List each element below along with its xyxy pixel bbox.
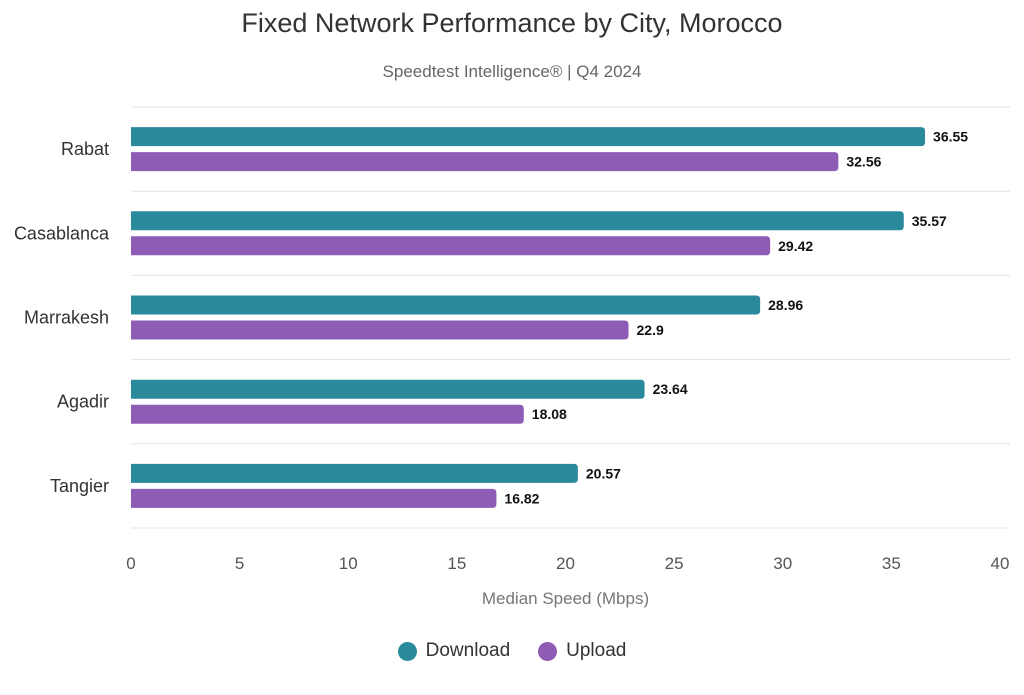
x-tick-label: 25 — [665, 554, 684, 573]
bar-download-tangier — [131, 463, 578, 483]
data-label-download-marrakesh: 28.96 — [768, 297, 803, 313]
x-tick-label: 30 — [773, 554, 792, 573]
category-label-agadir: Agadir — [57, 392, 109, 412]
legend-marker-download — [397, 641, 417, 661]
bar-upload-casablanca — [131, 236, 771, 256]
x-tick-label: 5 — [235, 554, 244, 573]
bar-upload-marrakesh — [131, 320, 629, 340]
category-label-tangier: Tangier — [50, 476, 109, 496]
data-label-upload-rabat: 32.56 — [846, 154, 881, 170]
category-label-rabat: Rabat — [61, 139, 109, 159]
data-label-download-casablanca: 35.57 — [912, 213, 947, 229]
x-axis-title: Median Speed (Mbps) — [482, 589, 649, 608]
chart-title: Fixed Network Performance by City, Moroc… — [241, 8, 783, 38]
legend-marker-upload — [538, 641, 558, 661]
bar-download-rabat — [131, 127, 926, 147]
data-label-upload-tangier: 16.82 — [504, 490, 539, 506]
x-tick-label: 15 — [447, 554, 466, 573]
x-tick-label: 35 — [882, 554, 901, 573]
x-tick-label: 10 — [339, 554, 358, 573]
data-label-download-tangier: 20.57 — [586, 465, 621, 481]
x-tick-label: 40 — [991, 554, 1010, 573]
category-label-casablanca: Casablanca — [14, 223, 110, 243]
legend-item-download[interactable]: Download — [397, 640, 511, 662]
chart-subtitle: Speedtest Intelligence® | Q4 2024 — [382, 62, 642, 81]
bar-upload-agadir — [131, 404, 524, 424]
legend-item-upload[interactable]: Upload — [538, 640, 626, 662]
bar-upload-rabat — [131, 152, 839, 172]
data-label-download-agadir: 23.64 — [653, 381, 688, 397]
x-tick-label: 0 — [126, 554, 135, 573]
legend-label-upload: Upload — [566, 640, 627, 661]
data-label-upload-casablanca: 29.42 — [778, 238, 813, 254]
category-label-marrakesh: Marrakesh — [24, 308, 109, 328]
x-tick-label: 20 — [556, 554, 575, 573]
legend-label-download: Download — [425, 640, 511, 661]
legend: Download Upload — [0, 640, 1024, 662]
bar-download-marrakesh — [131, 295, 761, 315]
bar-download-casablanca — [131, 211, 904, 231]
bar-upload-tangier — [131, 488, 497, 508]
bar-download-agadir — [131, 379, 645, 399]
data-label-upload-agadir: 18.08 — [532, 406, 567, 422]
data-label-download-rabat: 36.55 — [933, 129, 968, 145]
data-label-upload-marrakesh: 22.9 — [637, 322, 664, 338]
